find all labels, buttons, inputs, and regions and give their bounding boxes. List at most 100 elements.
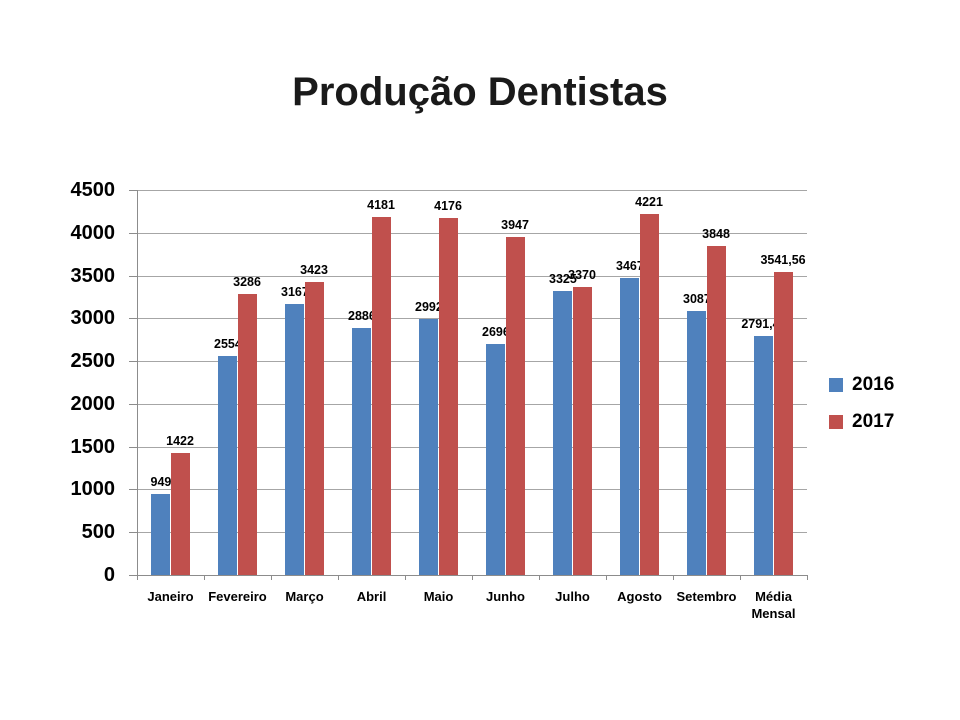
bar-value-label: 3423 — [300, 263, 328, 278]
gridline — [137, 190, 807, 191]
bar-2016 — [486, 344, 506, 575]
y-tick-label: 4500 — [70, 179, 116, 201]
legend-swatch-icon — [829, 415, 843, 429]
legend-label: 2016 — [852, 374, 895, 395]
bar-2017 — [572, 286, 592, 575]
bar-2016 — [151, 493, 171, 575]
bar-value-label: 3370 — [568, 267, 596, 282]
bar-value-label: 4181 — [367, 198, 395, 213]
x-category-label: Abril — [356, 589, 387, 604]
bar-value-label: 2992 — [415, 300, 443, 315]
bar-value-label: 3325 — [549, 271, 577, 286]
bar-2017 — [505, 237, 525, 575]
x-category-label: Fevereiro — [208, 589, 267, 604]
bar-value-label: 3167 — [281, 285, 309, 300]
bar-value-label: 4176 — [434, 198, 462, 213]
bar-2017 — [773, 271, 793, 575]
bar-2016 — [687, 310, 707, 575]
bar-value-label: 2554 — [214, 337, 242, 352]
bar-2016 — [419, 319, 439, 575]
y-axis-tick — [129, 190, 137, 191]
y-tick-label: 1000 — [70, 478, 116, 501]
bar-2016 — [285, 304, 305, 575]
bar-value-label: 3467 — [616, 259, 644, 274]
y-axis-line — [137, 190, 138, 580]
gridline — [137, 403, 807, 405]
bar-2016 — [754, 336, 774, 575]
y-axis-tick — [129, 403, 137, 405]
x-axis-tick — [807, 575, 808, 580]
x-category-label: Março — [285, 589, 324, 604]
y-axis-tick — [129, 575, 137, 576]
y-axis-tick — [129, 446, 137, 448]
bar-value-label: 4221 — [635, 194, 663, 209]
y-tick-label: 0 — [103, 564, 115, 586]
y-tick-label: 3000 — [70, 307, 116, 330]
gridline — [137, 446, 807, 448]
bar-2016 — [352, 328, 372, 575]
y-tick-label: 2500 — [70, 350, 116, 373]
bar-2017 — [639, 213, 659, 575]
bar-value-label: 3087 — [683, 291, 711, 306]
bar-2017 — [304, 282, 324, 575]
y-axis-tick — [129, 232, 137, 234]
y-tick-label: 3500 — [70, 264, 116, 287]
x-axis-tick — [539, 575, 540, 580]
legend-label: 2017 — [852, 411, 895, 432]
y-tick-label: 4000 — [70, 221, 116, 244]
bar-value-label: 3286 — [233, 274, 261, 289]
x-axis-tick — [606, 575, 607, 580]
bar-value-label: 2696 — [482, 325, 510, 340]
x-axis-tick — [338, 575, 339, 580]
x-category-label: Setembro — [676, 589, 737, 604]
x-axis-tick — [405, 575, 406, 580]
y-axis-tick — [129, 532, 137, 534]
x-category-label: Janeiro — [147, 589, 194, 604]
x-axis-tick — [472, 575, 473, 580]
x-axis-tick — [740, 575, 741, 580]
bar-2017 — [438, 217, 458, 575]
gridline — [137, 361, 807, 363]
gridline — [137, 318, 807, 320]
bar-2016 — [553, 290, 573, 575]
bar-value-label: 1422 — [166, 434, 194, 449]
legend-item-2017: 2017 — [829, 412, 894, 432]
x-category-label: Julho — [555, 589, 590, 604]
bar-2016 — [620, 278, 640, 575]
x-category-label: Agosto — [617, 589, 662, 604]
x-axis-tick — [204, 575, 205, 580]
x-category-label: Junho — [486, 589, 525, 604]
bar-value-label: 949 — [150, 474, 172, 489]
y-axis-tick — [129, 489, 137, 491]
bar-value-label: 3848 — [702, 226, 730, 241]
bar-2016 — [218, 356, 238, 575]
gridline — [137, 232, 807, 234]
gridline — [137, 275, 807, 277]
y-tick-label: 500 — [81, 521, 115, 544]
y-axis-tick — [129, 318, 137, 320]
bar-2017 — [706, 245, 726, 575]
legend-swatch-icon — [829, 378, 843, 392]
y-tick-label: 1500 — [70, 435, 116, 458]
x-axis-tick — [271, 575, 272, 580]
bar-2017 — [170, 453, 190, 575]
chart-title: Produção Dentistas — [292, 70, 668, 114]
y-axis-tick — [129, 361, 137, 363]
x-axis-tick — [137, 575, 138, 580]
bar-value-label: 2886 — [348, 309, 376, 324]
bar-2017 — [237, 293, 257, 575]
bar-2017 — [371, 217, 391, 575]
x-axis-tick — [673, 575, 674, 580]
bar-value-label: 3541,56 — [760, 252, 806, 267]
y-tick-label: 2000 — [70, 392, 116, 415]
y-axis-tick — [129, 275, 137, 277]
x-category-label: Média Mensal — [751, 589, 796, 621]
gridline — [137, 489, 807, 491]
bar-value-label: 3947 — [501, 218, 529, 233]
legend: 2016 2017 — [829, 375, 894, 432]
gridline — [137, 532, 807, 534]
x-category-label: Maio — [423, 589, 454, 604]
legend-item-2016: 2016 — [829, 375, 894, 395]
